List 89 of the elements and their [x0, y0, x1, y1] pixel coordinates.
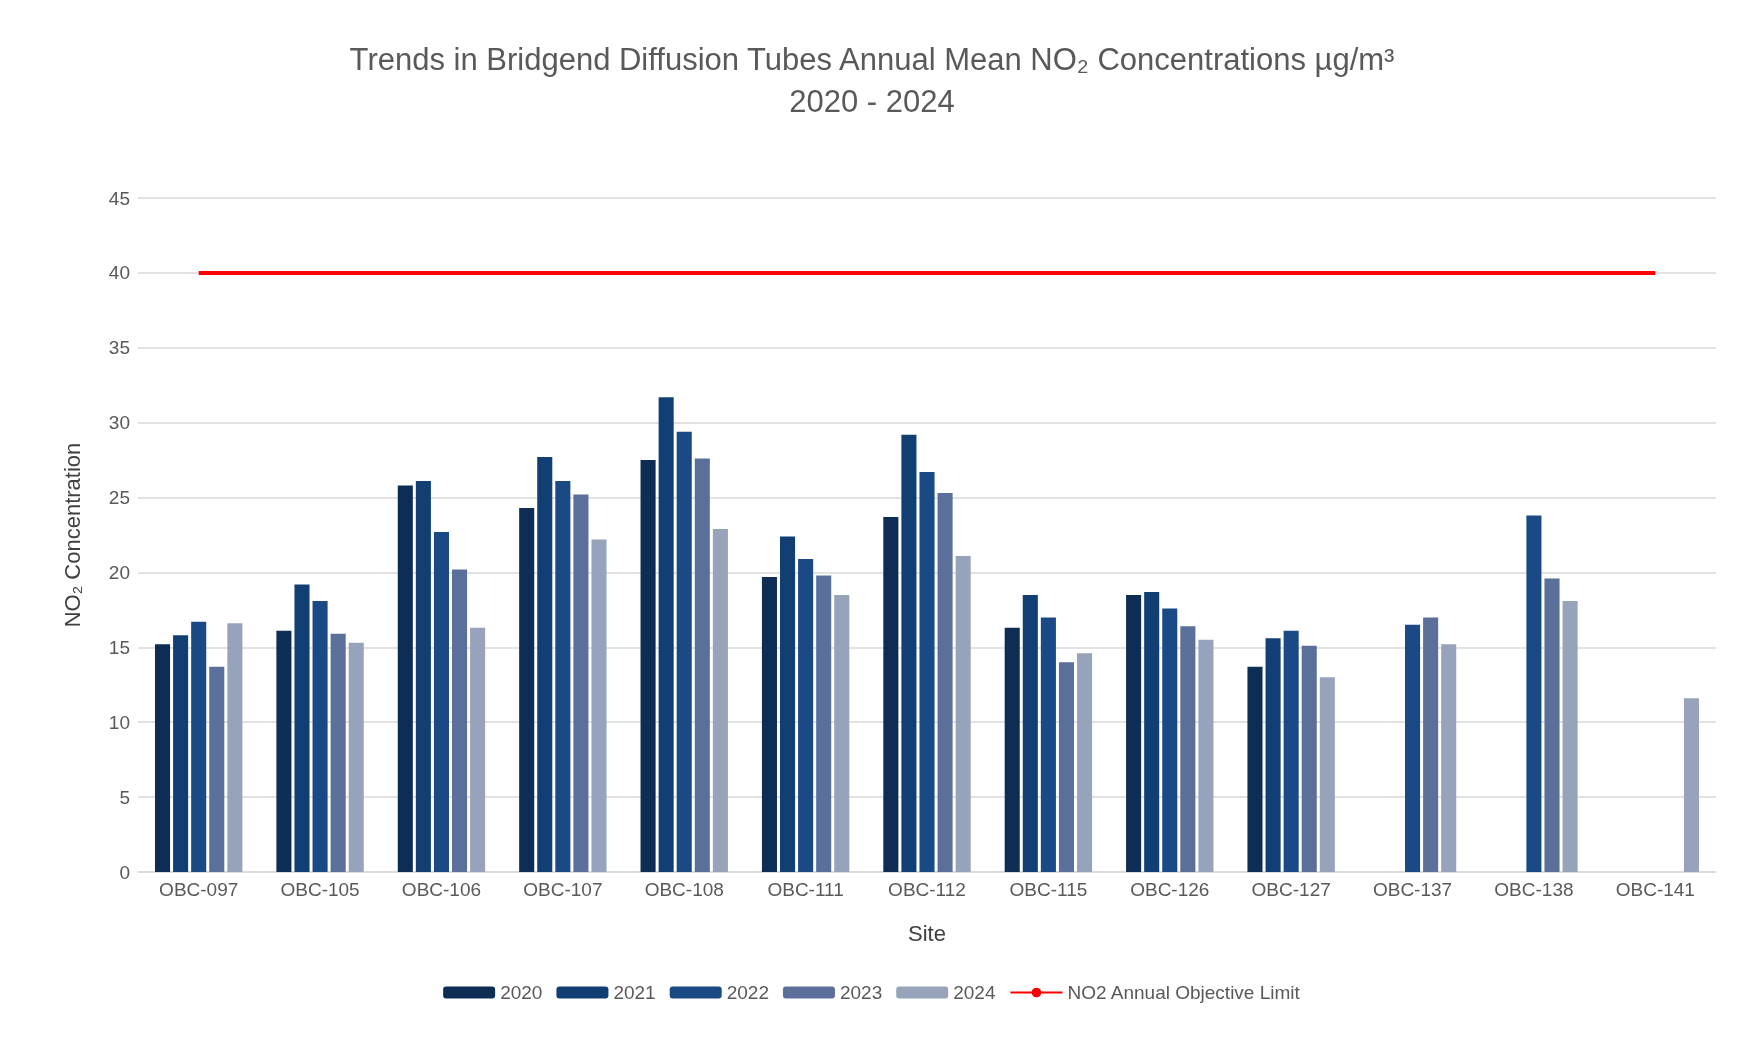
chart-title: Trends in Bridgend Diffusion Tubes Annual Mean NO₂ Concentrations µg/m³ 2020 - 2024 [349, 41, 1395, 119]
bar [1283, 630, 1299, 872]
bar [1265, 638, 1281, 872]
bar [348, 642, 364, 872]
bar [1144, 591, 1160, 872]
bar [694, 458, 710, 872]
y-tick-label: 10 [108, 711, 130, 733]
bar [1180, 626, 1196, 872]
y-tick-label: 0 [119, 861, 130, 883]
bar [433, 532, 449, 872]
x-tick-label: OBC-106 [401, 879, 482, 900]
y-axis-title: NO₂ Concentration [59, 442, 85, 628]
bar [1077, 653, 1093, 872]
bar [816, 575, 832, 872]
bar [1198, 639, 1214, 872]
legend-label: 2024 [953, 982, 996, 1003]
bar [1526, 515, 1542, 872]
bar [227, 623, 243, 872]
bar [658, 397, 674, 872]
x-tick-label: OBC-115 [1009, 879, 1088, 900]
bar [330, 633, 346, 872]
x-tick-label: OBC-107 [523, 879, 603, 900]
bar [519, 508, 535, 872]
bar [1040, 617, 1056, 872]
bar [901, 434, 917, 872]
bar [276, 630, 292, 872]
bar [555, 481, 571, 872]
legend-label: 2022 [726, 982, 769, 1003]
legend-label: 2023 [839, 982, 883, 1003]
bar [1004, 627, 1020, 872]
bar [573, 494, 589, 872]
bar [1319, 677, 1335, 872]
bar [1683, 698, 1700, 872]
bar [1562, 600, 1578, 872]
bar [798, 558, 814, 872]
y-tick-label: 45 [108, 187, 130, 209]
bar [591, 539, 607, 872]
x-tick-label: OBC-141 [1615, 879, 1695, 900]
bar [154, 644, 171, 872]
x-tick-label: OBC-108 [644, 879, 724, 900]
bar [712, 529, 728, 872]
bar [1301, 645, 1317, 872]
bar [780, 536, 796, 872]
x-tick-label: OBC-097 [159, 879, 239, 900]
bar [312, 600, 328, 872]
bar [1162, 608, 1178, 872]
bar [1423, 617, 1439, 872]
x-tick-label: OBC-127 [1251, 879, 1331, 900]
bar [937, 493, 953, 872]
bar [452, 569, 468, 872]
bar [1405, 624, 1421, 872]
bar [294, 584, 310, 872]
y-tick-label: 30 [108, 412, 130, 434]
x-tick-label: OBC-137 [1372, 879, 1453, 900]
bar [1441, 644, 1457, 872]
y-tick-label: 15 [108, 636, 130, 658]
bar [919, 472, 935, 872]
x-tick-label: OBC-105 [280, 879, 360, 900]
bar [209, 666, 225, 872]
bar [834, 594, 850, 872]
x-tick-label: OBC-138 [1494, 879, 1574, 900]
bar [470, 627, 486, 872]
bar [191, 621, 207, 872]
x-tick-label: OBC-111 [767, 879, 844, 900]
bar [1247, 666, 1263, 872]
bar [883, 517, 899, 872]
x-tick-label: OBC-112 [888, 879, 966, 900]
bar [397, 485, 413, 872]
bar [676, 431, 692, 872]
y-tick-label: 40 [108, 262, 130, 284]
bar [1058, 662, 1074, 872]
legend-label: 2020 [500, 982, 543, 1003]
bar [1126, 594, 1142, 872]
y-tick-label: 20 [108, 561, 130, 583]
bar [955, 555, 971, 872]
bar [1544, 578, 1560, 872]
bar [640, 460, 656, 872]
y-tick-label: 25 [108, 487, 130, 509]
bar [415, 481, 431, 872]
y-tick-label: 35 [108, 337, 130, 359]
x-tick-label: OBC-126 [1130, 879, 1210, 900]
bar [1022, 594, 1038, 872]
bar [537, 457, 553, 872]
bar [173, 635, 189, 872]
legend-label: NO2 Annual Objective Limit [1067, 982, 1301, 1003]
y-tick-label: 5 [119, 786, 130, 808]
bar [761, 576, 777, 872]
legend-label: 2021 [613, 982, 656, 1003]
x-axis-title: Site [908, 920, 946, 946]
